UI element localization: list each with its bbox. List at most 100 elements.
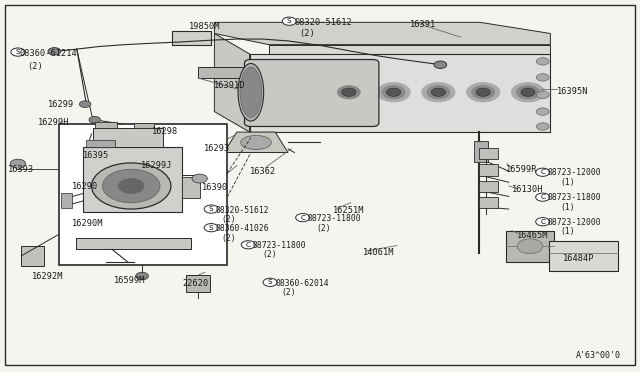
Text: 22620: 22620 [182, 279, 209, 288]
Bar [479, 197, 498, 208]
Text: S: S [287, 18, 292, 24]
Text: C: C [300, 215, 305, 221]
Text: (2): (2) [262, 250, 277, 259]
Circle shape [282, 17, 296, 25]
Circle shape [79, 101, 91, 108]
Ellipse shape [240, 67, 262, 118]
Text: 16251M: 16251M [333, 206, 364, 215]
Bar [95, 122, 117, 128]
Circle shape [536, 58, 549, 65]
Polygon shape [198, 67, 251, 78]
Text: C: C [246, 242, 251, 248]
Bar [479, 181, 498, 192]
Text: 16362: 16362 [250, 167, 276, 176]
Circle shape [472, 86, 495, 99]
Text: 14061M: 14061M [363, 248, 394, 257]
Circle shape [536, 168, 550, 176]
Text: 08723-12000: 08723-12000 [547, 218, 601, 227]
Circle shape [342, 88, 356, 96]
Text: 16292M: 16292M [32, 272, 63, 280]
Circle shape [431, 88, 445, 96]
Bar [506, 231, 554, 262]
Circle shape [382, 86, 405, 99]
Text: 08723-11800: 08723-11800 [307, 214, 361, 223]
Bar [479, 164, 498, 176]
Circle shape [536, 74, 549, 81]
Bar [76, 238, 191, 249]
Text: 16465M: 16465M [517, 231, 548, 240]
Circle shape [536, 193, 550, 201]
Text: (2): (2) [316, 224, 331, 232]
Polygon shape [269, 45, 550, 54]
Text: 16395: 16395 [83, 151, 109, 160]
Bar [172, 31, 211, 45]
Text: 16599M: 16599M [114, 276, 145, 285]
Circle shape [427, 86, 450, 99]
Text: 08723-11800: 08723-11800 [547, 193, 601, 202]
Bar [93, 128, 163, 147]
Text: C: C [540, 194, 545, 200]
Circle shape [150, 126, 161, 132]
Text: S: S [268, 279, 273, 285]
Text: (2): (2) [27, 62, 43, 71]
Text: 16393: 16393 [8, 165, 34, 174]
Bar [182, 177, 200, 198]
Circle shape [89, 116, 100, 123]
Polygon shape [214, 22, 550, 45]
Circle shape [10, 159, 26, 168]
Polygon shape [214, 33, 250, 132]
Text: 16299H: 16299H [38, 118, 70, 126]
Text: 16391: 16391 [410, 20, 436, 29]
Text: 08723-11800: 08723-11800 [253, 241, 307, 250]
Circle shape [136, 272, 148, 280]
Text: C: C [540, 169, 545, 175]
Circle shape [536, 123, 549, 130]
Bar [479, 148, 498, 159]
Text: C: C [540, 219, 545, 225]
Text: (1): (1) [560, 227, 575, 236]
Text: 08320-51612: 08320-51612 [294, 18, 352, 27]
Circle shape [11, 48, 25, 56]
Text: (2): (2) [300, 29, 316, 38]
Ellipse shape [241, 135, 271, 150]
Circle shape [337, 86, 360, 99]
Circle shape [516, 86, 540, 99]
Circle shape [387, 88, 401, 96]
FancyBboxPatch shape [244, 60, 379, 126]
Circle shape [118, 179, 144, 193]
Text: 08320-51612: 08320-51612 [215, 206, 269, 215]
Circle shape [422, 83, 455, 102]
Bar [86, 140, 115, 147]
Circle shape [521, 88, 535, 96]
Circle shape [511, 83, 545, 102]
Text: (1): (1) [560, 203, 575, 212]
Circle shape [102, 169, 160, 203]
Bar [83, 147, 182, 212]
Text: (2): (2) [221, 215, 236, 224]
Text: (1): (1) [560, 178, 575, 187]
Text: S: S [209, 206, 214, 212]
Text: 08360-61214: 08360-61214 [19, 49, 77, 58]
Circle shape [377, 83, 410, 102]
Text: 08360-41026: 08360-41026 [215, 224, 269, 233]
Text: (2): (2) [221, 234, 236, 243]
Circle shape [476, 88, 490, 96]
Text: 16391D: 16391D [214, 81, 246, 90]
Text: 16390: 16390 [202, 183, 228, 192]
Text: 16299J: 16299J [141, 161, 172, 170]
Bar [549, 241, 618, 271]
Circle shape [434, 61, 447, 68]
Text: 16290: 16290 [72, 182, 98, 191]
Bar [21, 246, 44, 266]
Bar [134, 123, 154, 128]
Circle shape [536, 218, 550, 226]
Bar [474, 141, 488, 162]
Text: 19850M: 19850M [189, 22, 220, 31]
Circle shape [263, 278, 277, 286]
Bar [61, 193, 72, 208]
Text: A'63^00'0: A'63^00'0 [576, 351, 621, 360]
Circle shape [296, 214, 310, 222]
Circle shape [536, 108, 549, 115]
Text: 08360-62014: 08360-62014 [275, 279, 329, 288]
Text: 16484P: 16484P [563, 254, 595, 263]
